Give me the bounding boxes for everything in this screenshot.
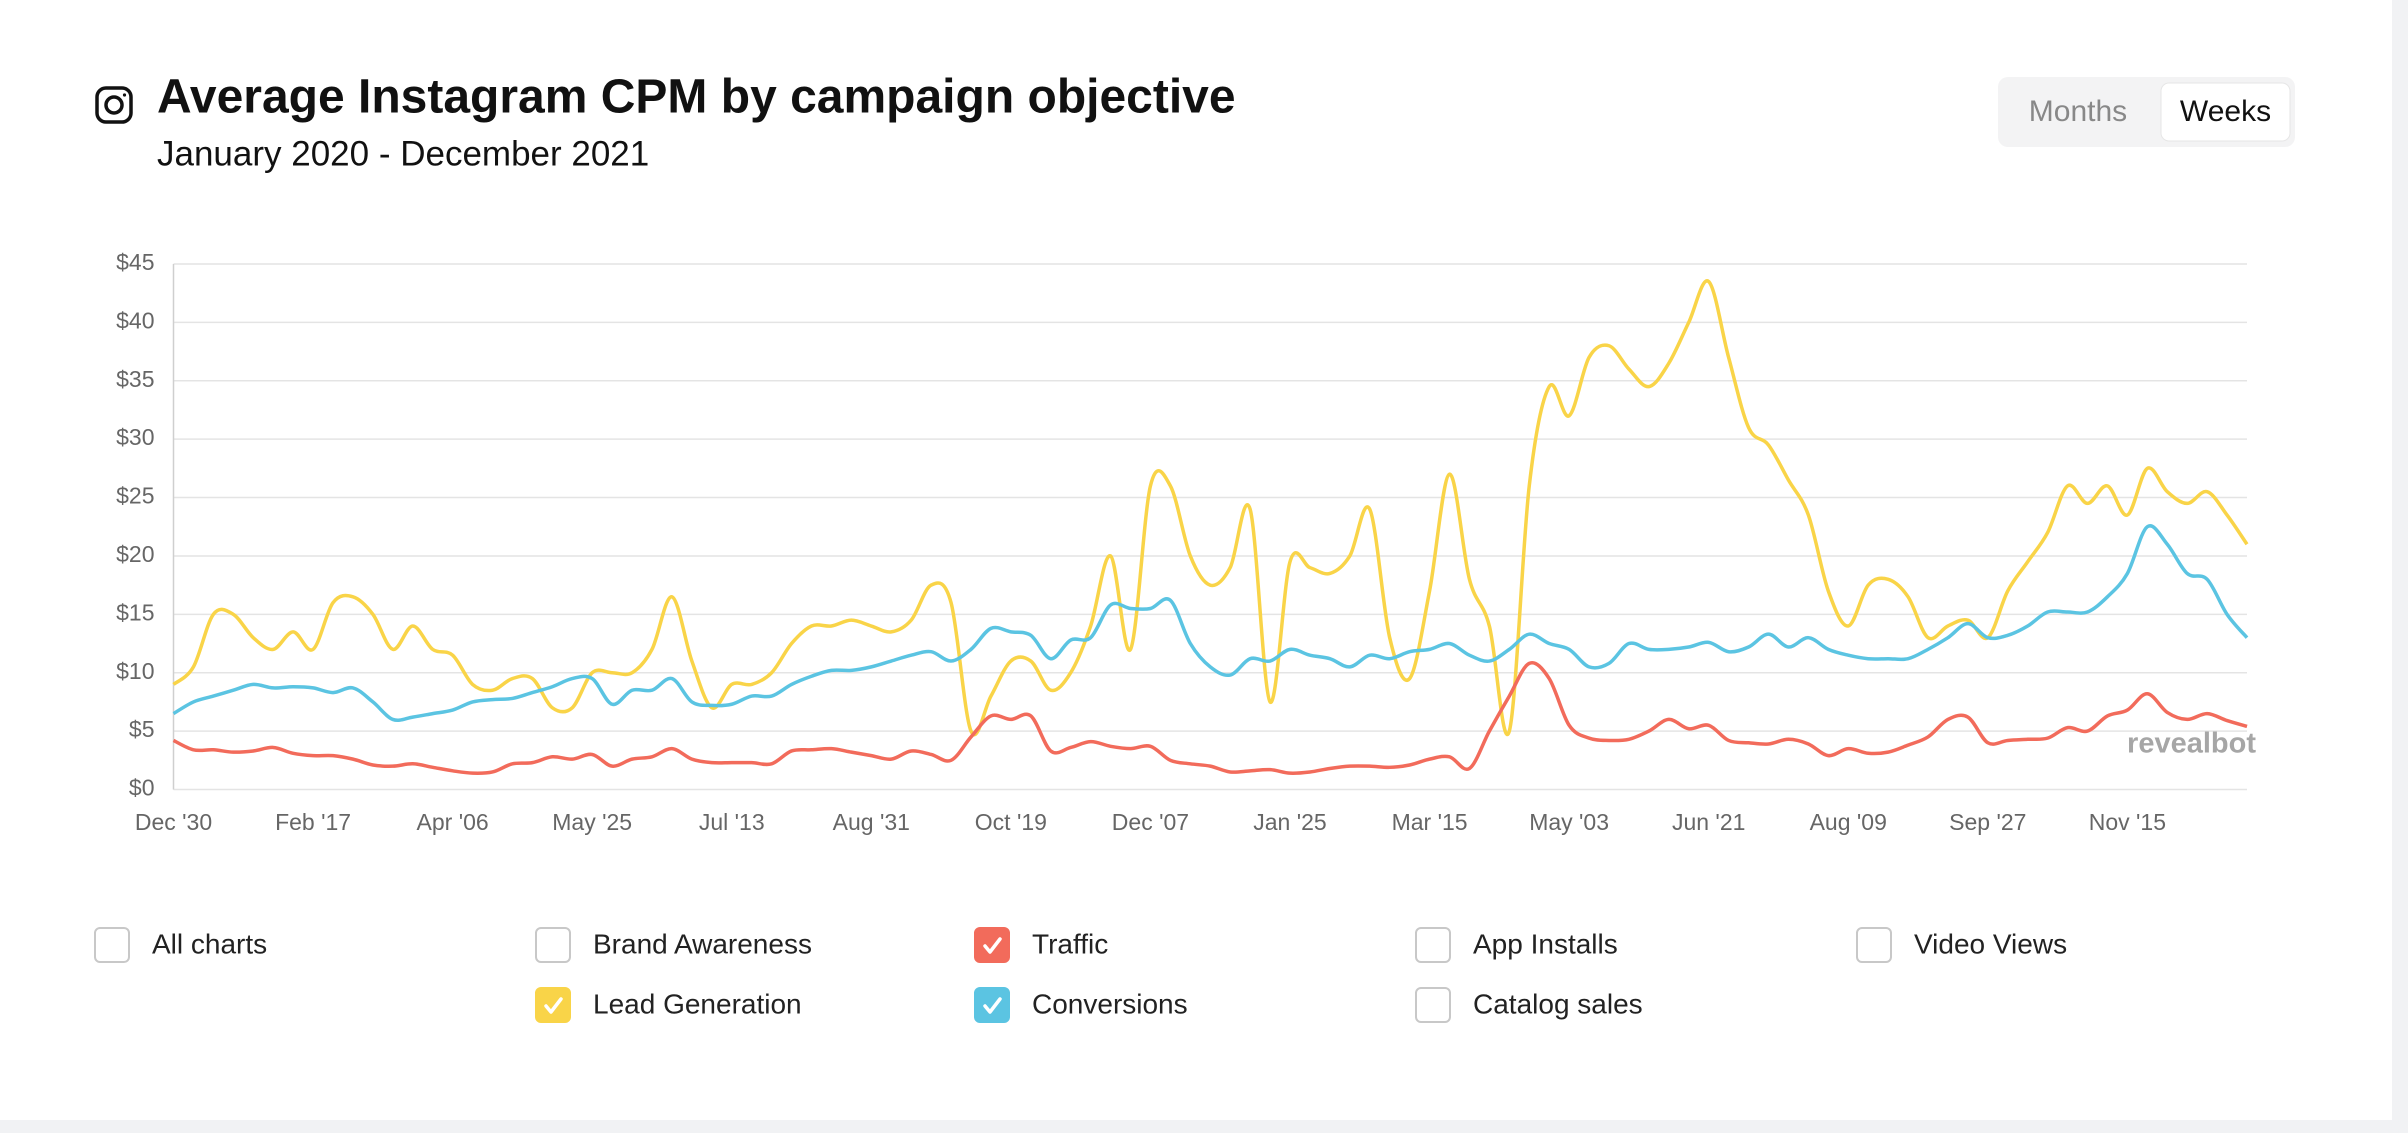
x-tick-label: Dec '30 [135, 809, 212, 835]
legend-item[interactable]: Conversions [974, 987, 1188, 1023]
legend-label: Catalog sales [1473, 988, 1643, 1019]
y-tick-label: $25 [116, 483, 154, 509]
legend-item[interactable]: Brand Awareness [535, 927, 812, 963]
series-line [172, 524, 2249, 723]
x-tick-label: Nov '15 [2089, 809, 2166, 835]
checkbox[interactable] [1415, 927, 1451, 963]
checkmark [983, 937, 1002, 954]
y-tick-label: $35 [116, 366, 154, 392]
checkbox[interactable] [1856, 927, 1892, 963]
chart-subtitle: January 2020 - December 2021 [157, 134, 649, 173]
toggle-option[interactable]: Months [2029, 95, 2127, 128]
checkbox[interactable] [535, 987, 571, 1023]
series-line [172, 661, 2248, 776]
checkbox[interactable] [94, 927, 130, 963]
y-tick-label: $0 [129, 775, 155, 801]
legend-label: Lead Generation [593, 988, 802, 1019]
x-tick-label: Aug '09 [1810, 809, 1887, 835]
x-tick-label: May '03 [1529, 809, 1609, 835]
x-tick-label: Jul '13 [699, 809, 765, 835]
legend-item[interactable]: Catalog sales [1415, 987, 1643, 1023]
watermark: revealbot [2127, 728, 2256, 760]
toggle-option[interactable]: Weeks [2180, 95, 2271, 128]
x-tick-label: Mar '15 [1392, 809, 1468, 835]
x-tick-label: Oct '19 [975, 809, 1047, 835]
x-tick-label: Apr '06 [417, 809, 489, 835]
y-tick-label: $10 [116, 658, 154, 684]
checkmark [544, 997, 563, 1014]
x-tick-label: Sep '27 [1949, 809, 2026, 835]
y-tick-label: $20 [116, 541, 154, 567]
x-tick-label: Jan '25 [1253, 809, 1326, 835]
x-tick-label: Jun '21 [1672, 809, 1745, 835]
x-tick-label: Feb '17 [275, 809, 351, 835]
y-tick-label: $15 [116, 599, 154, 625]
legend-label: Brand Awareness [593, 928, 812, 959]
legend-item[interactable]: Video Views [1856, 927, 2067, 963]
legend-label: Video Views [1914, 928, 2067, 959]
legend-item[interactable]: Traffic [974, 927, 1108, 963]
legend-label: All charts [152, 928, 267, 959]
x-tick-label: May '25 [552, 809, 632, 835]
y-tick-label: $40 [116, 307, 154, 333]
legend-item[interactable]: Lead Generation [535, 987, 802, 1023]
legend-label: Conversions [1032, 988, 1188, 1019]
toggle-selected[interactable] [2160, 82, 2291, 142]
checkbox[interactable] [974, 927, 1010, 963]
chart-title: Average Instagram CPM by campaign object… [157, 71, 1236, 124]
x-tick-label: Aug '31 [833, 809, 910, 835]
instagram-icon [95, 86, 133, 124]
checkmark [983, 997, 1002, 1014]
legend-label: App Installs [1473, 928, 1618, 959]
legend-label: Traffic [1032, 928, 1108, 959]
legend-item[interactable]: App Installs [1415, 927, 1618, 963]
checkbox[interactable] [974, 987, 1010, 1023]
y-tick-label: $5 [129, 716, 155, 742]
legend-item[interactable]: All charts [94, 927, 267, 963]
y-tick-label: $30 [116, 424, 154, 450]
y-tick-label: $45 [116, 249, 154, 275]
checkbox[interactable] [1415, 987, 1451, 1023]
checkbox[interactable] [535, 927, 571, 963]
x-tick-label: Dec '07 [1112, 809, 1189, 835]
